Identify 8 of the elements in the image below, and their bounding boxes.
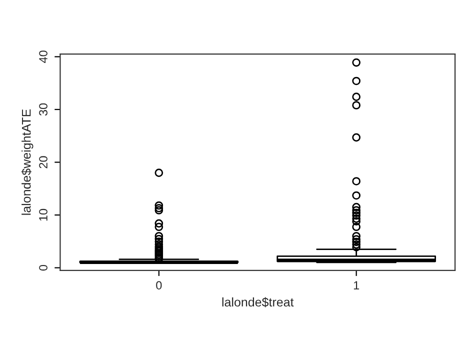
y-axis-title: lalonde$weightATE (21, 109, 34, 215)
y-tick-label: 30 (39, 103, 48, 116)
x-axis-title: lalonde$treat (222, 297, 294, 308)
y-tick-label: 10 (39, 208, 48, 221)
y-tick-label: 20 (39, 156, 48, 168)
y-tick-label: 0 (39, 264, 48, 271)
y-tick-label: 40 (39, 50, 48, 64)
x-tick-label: 1 (354, 281, 360, 290)
